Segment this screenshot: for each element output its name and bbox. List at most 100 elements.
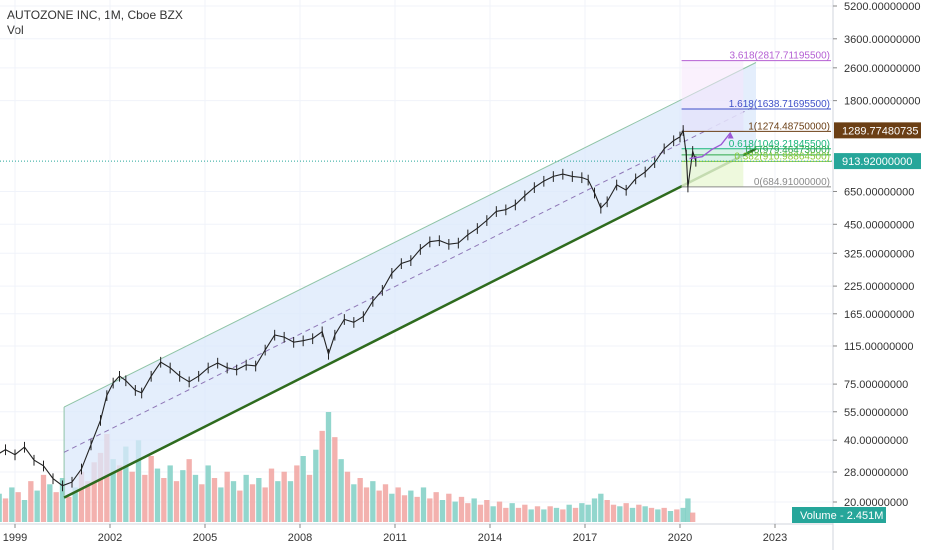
volume-bar xyxy=(40,474,47,522)
time-tick-label[interactable]: 2020 xyxy=(668,532,692,544)
price-tick-label[interactable]: 650.00000000 xyxy=(844,186,914,198)
volume-bar xyxy=(420,487,427,522)
volume-bar xyxy=(623,503,629,522)
volume-bar xyxy=(685,498,691,522)
volume-bar xyxy=(439,500,446,522)
volume-bar xyxy=(598,493,604,522)
price-tick-label[interactable]: 3600.00000000 xyxy=(844,34,920,46)
volume-bar xyxy=(642,506,648,522)
volume-bar xyxy=(294,465,300,522)
volume-bar xyxy=(256,478,262,522)
price-axis[interactable]: 5200.00000000 3600.00000000 2600.00000000 1… xyxy=(832,0,921,550)
volume-bar xyxy=(129,471,135,522)
time-tick-label[interactable]: 2011 xyxy=(383,532,407,544)
volume-bar xyxy=(319,430,325,522)
volume-bar xyxy=(655,509,661,522)
volume-bar xyxy=(53,492,59,522)
volume-bar xyxy=(306,474,313,522)
price-tick-label[interactable]: 5200.00000000 xyxy=(844,1,920,13)
volume-bar xyxy=(0,493,2,522)
volume-bar xyxy=(344,471,351,522)
volume-bar xyxy=(72,487,78,522)
volume-bar xyxy=(249,484,256,522)
volume-bar xyxy=(224,471,230,522)
volume-bar xyxy=(636,504,642,522)
volume-bar xyxy=(110,459,116,522)
volume-bar xyxy=(572,507,579,522)
prior-high-value[interactable]: 1289.77480735 xyxy=(842,125,918,137)
time-tick-label[interactable]: 1999 xyxy=(3,532,27,544)
price-tick-label[interactable]: 40.00000000 xyxy=(844,435,908,447)
time-tick-label[interactable]: 2005 xyxy=(193,532,217,544)
volume-badge: Volume - 2.451M xyxy=(792,507,886,523)
time-tick-label[interactable]: 2002 xyxy=(98,532,122,544)
volume-bar xyxy=(408,490,414,522)
volume-bar xyxy=(395,487,401,522)
price-tick-label[interactable]: 20.00000000 xyxy=(844,497,908,509)
volume-bar xyxy=(91,462,97,522)
fib-level-label: 1(1274.48750000) xyxy=(748,121,830,132)
current-price-value[interactable]: 913.92000000 xyxy=(842,156,912,168)
volume-bar xyxy=(78,471,85,522)
volume-bar xyxy=(560,509,566,522)
volume-badge-value: - 2.451M xyxy=(840,510,883,522)
time-tick-label[interactable]: 2023 xyxy=(763,532,787,544)
volume-bar xyxy=(458,496,465,522)
volume-bar xyxy=(218,487,224,522)
fib-zone-middle xyxy=(681,109,744,132)
symbol-title: AUTOZONE INC, 1M, Cboe BZX xyxy=(7,8,183,22)
prior-high-tag xyxy=(834,122,921,139)
time-tick-label[interactable]: 2008 xyxy=(288,532,312,544)
volume-bar xyxy=(199,484,205,522)
fib-zone-lime xyxy=(681,161,744,187)
volume-bar xyxy=(85,481,91,522)
fib-level-label: 3.618(2817.71195500) xyxy=(730,51,830,62)
volume-bar xyxy=(389,493,395,522)
volume-bar xyxy=(28,481,34,522)
volume-bar xyxy=(610,504,617,522)
volume-bar xyxy=(585,504,591,522)
volume-bar xyxy=(427,498,433,522)
volume-bar xyxy=(300,456,306,522)
price-tick-label[interactable]: 225.00000000 xyxy=(844,281,914,293)
volume-bar xyxy=(528,509,534,522)
price-tick-label[interactable]: 1800.00000000 xyxy=(844,96,920,108)
volume-bar xyxy=(230,481,237,522)
price-tick-label[interactable]: 115.00000000 xyxy=(844,341,914,353)
volume-bar xyxy=(325,412,332,522)
volume-bar xyxy=(9,487,15,522)
volume-bar xyxy=(142,474,148,522)
volume-bar xyxy=(135,440,142,522)
volume-bar xyxy=(268,468,275,522)
volume-bar xyxy=(237,490,243,522)
lower-trend-line xyxy=(63,147,757,499)
price-tick-label[interactable]: 2600.00000000 xyxy=(844,63,920,75)
volume-bar xyxy=(515,507,522,522)
volume-bar xyxy=(313,449,319,522)
time-tick-label[interactable]: 2014 xyxy=(478,532,502,544)
volume-bar xyxy=(674,509,680,522)
volume-bar xyxy=(287,481,294,522)
volume-bar xyxy=(97,452,104,522)
time-axis[interactable]: 1999 2002 2005 2008 2011 2014 2017 2020 2023 xyxy=(0,523,833,544)
channel-median-line xyxy=(63,105,757,453)
forecast-arrow-path xyxy=(689,132,732,160)
volume-bar xyxy=(205,465,211,522)
forecast-path xyxy=(689,132,734,160)
volume-bar xyxy=(579,503,585,522)
volume-bar xyxy=(667,511,674,522)
price-tick-label[interactable]: 55.00000000 xyxy=(844,407,908,419)
fibonacci-extension: 3.618(2817.71195500) 1.618(1638.71695500)… xyxy=(681,51,831,188)
price-tick-label[interactable]: 165.00000000 xyxy=(844,309,914,321)
time-tick-label[interactable]: 2017 xyxy=(573,532,597,544)
price-tick-label[interactable]: 325.00000000 xyxy=(844,248,914,260)
price-tick-label[interactable]: 75.00000000 xyxy=(844,379,908,391)
volume-bar xyxy=(192,474,199,522)
volume-badge-label: Volume xyxy=(800,510,837,522)
volume-bar xyxy=(21,500,28,522)
fib-level-label: 0.382(910.98864500) xyxy=(734,151,830,162)
volume-bar xyxy=(433,492,439,522)
price-tick-label[interactable]: 450.00000000 xyxy=(844,219,914,231)
price-tick-label[interactable]: 28.00000000 xyxy=(844,467,908,479)
